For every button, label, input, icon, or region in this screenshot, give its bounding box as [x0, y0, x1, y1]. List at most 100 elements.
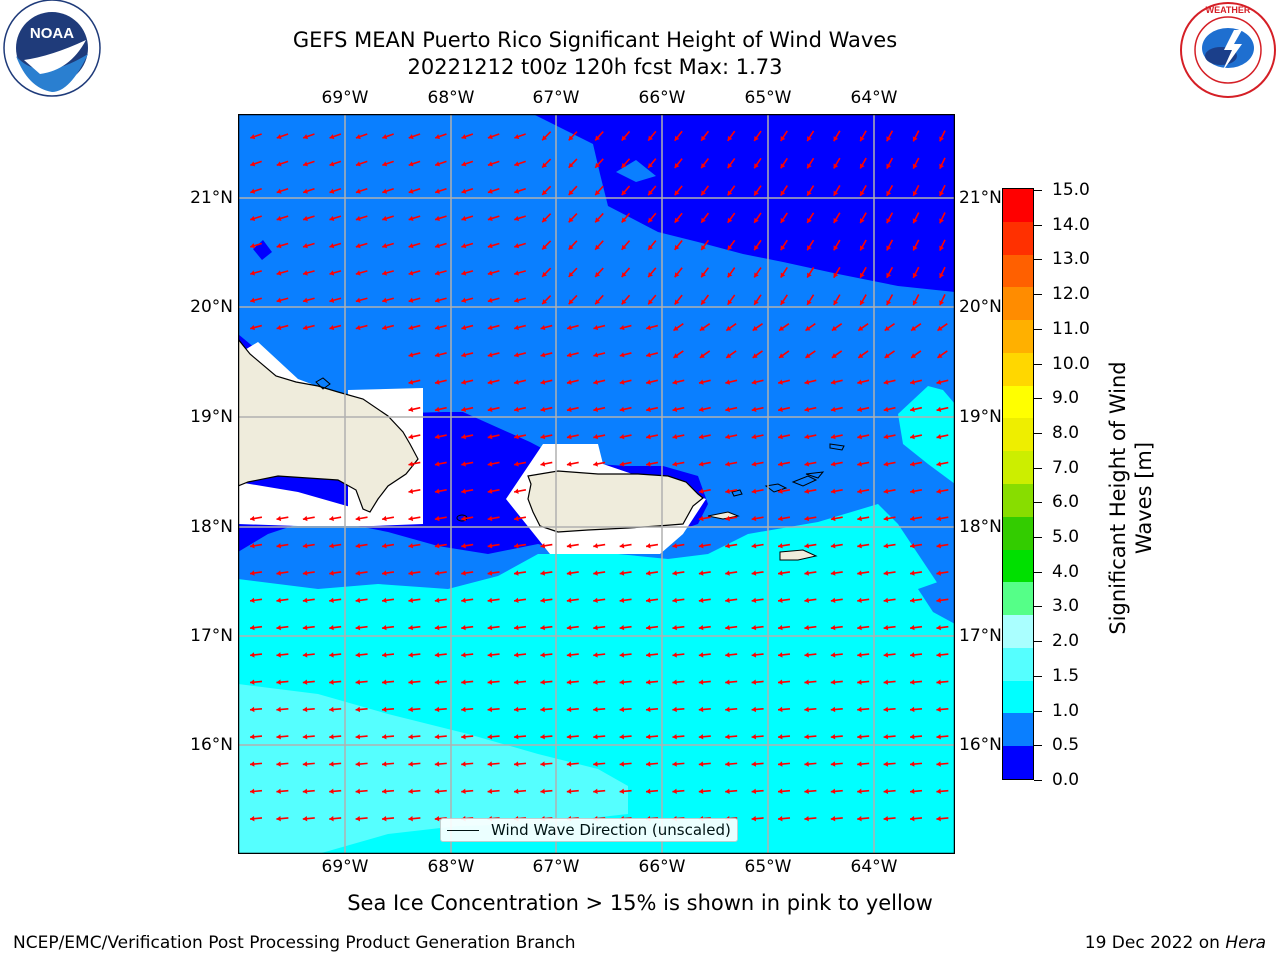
wave-direction-arrowhead	[698, 488, 704, 494]
colorbar-tick-label: 8.0	[1052, 422, 1080, 443]
colorbar-tick-mark	[1034, 224, 1042, 226]
wave-direction-arrowhead	[910, 543, 915, 549]
wave-direction-arrowhead	[487, 215, 493, 221]
wave-direction-arrowhead	[355, 543, 361, 549]
wave-direction-arrowhead	[698, 706, 704, 713]
wave-direction-arrowhead	[830, 379, 836, 385]
wave-direction-arrowhead	[434, 324, 440, 331]
lat-tick-right: 17°N	[959, 626, 1002, 646]
wave-direction-arrowhead	[595, 244, 600, 250]
wave-direction-arrowhead	[910, 652, 915, 658]
wave-direction-arrowhead	[646, 324, 651, 331]
wave-direction-arrowhead	[434, 406, 440, 413]
colorbar-segment	[1003, 352, 1033, 386]
wave-direction-arrowhead	[648, 190, 653, 196]
wave-direction-arrowhead	[434, 652, 440, 658]
wave-direction-arrowhead	[540, 543, 546, 549]
wave-direction-arrowhead	[408, 515, 414, 522]
wave-direction-arrowhead	[329, 706, 334, 713]
wave-direction-arrowhead	[857, 515, 862, 522]
wave-direction-arrowhead	[807, 217, 812, 223]
wave-direction-arrowhead	[778, 815, 783, 822]
wave-direction-arrowhead	[514, 488, 519, 494]
footer-host: Hera	[1225, 933, 1266, 953]
wave-direction-arrowhead	[804, 734, 809, 740]
wave-direction-arrowhead	[858, 353, 864, 358]
wave-direction-arrowhead	[833, 190, 839, 196]
wave-direction-arrowhead	[302, 624, 308, 631]
wave-direction-arrowhead	[250, 570, 255, 576]
wave-direction-arrowhead	[303, 243, 308, 249]
wave-direction-arrowhead	[566, 652, 572, 658]
wave-direction-arrowhead	[382, 134, 388, 140]
wave-direction-arrowhead	[779, 353, 785, 358]
wave-direction-arrowhead	[672, 379, 678, 385]
wave-direction-arrowhead	[566, 624, 572, 631]
wave-direction-arrowhead	[727, 272, 733, 278]
wave-direction-arrowhead	[886, 163, 892, 169]
wave-direction-arrowhead	[910, 788, 915, 795]
wave-direction-arrowhead	[276, 188, 282, 194]
wave-direction-arrowhead	[830, 679, 836, 685]
wave-direction-arrowhead	[646, 352, 651, 358]
wave-direction-arrowhead	[725, 624, 730, 631]
wave-direction-arrowhead	[514, 624, 519, 631]
wave-direction-arrowhead	[461, 270, 467, 276]
wave-direction-arrowhead	[303, 297, 308, 303]
wave-direction-arrowhead	[911, 325, 917, 331]
wave-direction-arrowhead	[883, 488, 889, 494]
colorbar-tick-label: 1.5	[1052, 665, 1080, 686]
wave-direction-arrowhead	[434, 434, 440, 440]
wave-direction-arrowhead	[329, 161, 335, 167]
wave-direction-arrowhead	[593, 379, 599, 385]
wave-direction-arrowhead	[461, 188, 467, 194]
wave-direction-arrowhead	[540, 761, 545, 767]
wave-direction-arrowhead	[566, 761, 572, 767]
wave-direction-arrowhead	[487, 570, 493, 576]
wave-direction-arrowhead	[540, 461, 546, 467]
wave-direction-arrowhead	[673, 353, 679, 358]
wave-direction-arrowhead	[936, 624, 941, 631]
wave-direction-arrowhead	[329, 679, 334, 685]
wave-direction-arrowhead	[830, 706, 836, 713]
wave-direction-arrowhead	[859, 218, 865, 224]
wave-height-map: Wind Wave Direction (unscaled)	[237, 113, 956, 855]
wave-direction-arrowhead	[936, 379, 942, 385]
wave-direction-arrowhead	[778, 597, 783, 603]
colorbar-segment	[1003, 713, 1033, 747]
wave-direction-arrowhead	[435, 161, 440, 167]
wave-direction-arrowhead	[646, 788, 651, 795]
wave-direction-arrowhead	[778, 706, 783, 713]
lat-tick-right: 20°N	[959, 297, 1002, 317]
wave-direction-arrowhead	[804, 406, 810, 413]
wave-direction-arrowhead	[514, 297, 519, 303]
wave-direction-arrowhead	[382, 652, 387, 658]
wave-direction-arrowhead	[833, 163, 839, 169]
wave-direction-arrowhead	[619, 434, 625, 440]
wave-direction-arrowhead	[807, 272, 812, 278]
wave-direction-arrowhead	[355, 161, 361, 167]
wave-direction-arrowhead	[727, 217, 733, 223]
wave-direction-arrowhead	[936, 679, 941, 685]
wave-direction-arrowhead	[514, 652, 519, 658]
wave-direction-arrowhead	[329, 788, 334, 795]
wave-direction-arrowhead	[566, 570, 572, 576]
wave-direction-arrowhead	[514, 352, 519, 358]
wave-direction-arrowhead	[619, 461, 625, 467]
wave-direction-arrowhead	[830, 461, 836, 467]
colorbar-tick-label: 14.0	[1052, 214, 1090, 235]
wave-direction-arrowhead	[276, 761, 281, 767]
wave-direction-arrowhead	[487, 679, 493, 685]
colorbar-tick-mark	[1034, 467, 1042, 469]
wave-direction-arrowhead	[648, 299, 653, 305]
colorbar-tick-mark	[1034, 606, 1042, 608]
wave-direction-arrowhead	[751, 379, 757, 385]
wave-direction-arrowhead	[619, 761, 625, 767]
wave-direction-arrowhead	[250, 161, 256, 167]
wave-direction-arrowhead	[621, 190, 627, 196]
wave-direction-arrowhead	[751, 788, 757, 795]
wave-direction-arrowhead	[936, 488, 942, 494]
wave-direction-arrowhead	[487, 461, 493, 467]
wave-direction-arrowhead	[514, 134, 520, 140]
wave-direction-arrowhead	[434, 379, 440, 385]
